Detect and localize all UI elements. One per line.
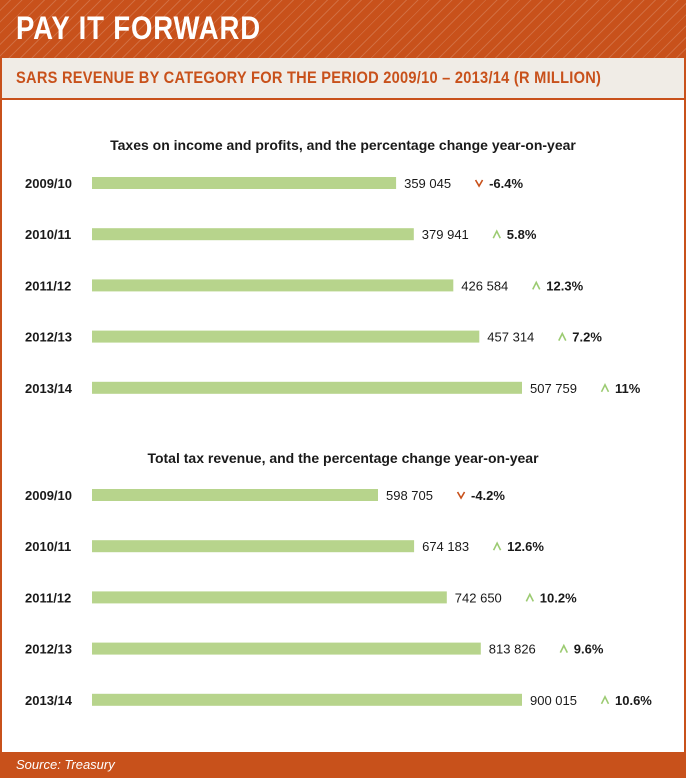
data-label: 900 015 xyxy=(530,693,577,708)
bar xyxy=(92,591,447,604)
percent-change: 5.8% xyxy=(507,227,537,242)
data-label: 742 650 xyxy=(455,590,502,605)
category-label: 2009/10 xyxy=(25,176,72,191)
percent-change: 7.2% xyxy=(572,330,602,345)
category-label: 2012/13 xyxy=(25,330,72,345)
bar xyxy=(92,489,378,501)
page-title: PAY IT FORWARD xyxy=(16,10,261,46)
bar xyxy=(92,381,522,394)
arrow-up-icon xyxy=(525,592,535,602)
data-label: 598 705 xyxy=(386,488,433,503)
chart-area: Taxes on income and profits, and the per… xyxy=(0,100,686,752)
chart-1: Taxes on income and profits, and the per… xyxy=(25,137,641,396)
arrow-up-icon xyxy=(600,383,610,393)
arrow-down-icon xyxy=(474,179,484,188)
bar xyxy=(92,330,480,343)
category-label: 2011/12 xyxy=(25,590,71,605)
arrow-up-icon xyxy=(492,541,502,551)
bar xyxy=(92,177,397,189)
subheader-banner: SARS REVENUE BY CATEGORY FOR THE PERIOD … xyxy=(2,58,684,100)
source-note: Source: Treasury xyxy=(16,757,115,772)
data-label: 379 941 xyxy=(422,227,469,242)
percent-change: 10.2% xyxy=(540,590,577,605)
category-label: 2009/10 xyxy=(25,488,72,503)
percent-change: 11% xyxy=(615,381,641,396)
arrow-down-icon xyxy=(456,491,466,500)
header-banner: PAY IT FORWARD xyxy=(0,0,686,58)
percent-change: 12.6% xyxy=(507,539,544,554)
arrow-up-icon xyxy=(559,643,569,653)
arrow-up-icon xyxy=(532,280,541,290)
bar xyxy=(92,279,454,292)
bar-charts: Taxes on income and profits, and the per… xyxy=(25,137,652,708)
data-label: 457 314 xyxy=(487,330,534,345)
data-label: 359 045 xyxy=(404,176,451,191)
arrow-up-icon xyxy=(600,695,610,705)
percent-change: 12.3% xyxy=(546,278,583,293)
chart-title: Taxes on income and profits, and the per… xyxy=(110,137,576,153)
chart-section-title: SARS REVENUE BY CATEGORY FOR THE PERIOD … xyxy=(16,68,602,87)
percent-change: -4.2% xyxy=(471,488,505,503)
chart-title: Total tax revenue, and the percentage ch… xyxy=(147,450,539,466)
arrow-up-icon xyxy=(492,229,501,239)
category-label: 2010/11 xyxy=(25,539,71,554)
category-label: 2013/14 xyxy=(25,381,73,396)
category-label: 2012/13 xyxy=(25,642,72,657)
data-label: 426 584 xyxy=(461,278,508,293)
footer-banner: Source: Treasury xyxy=(0,752,686,778)
bar xyxy=(92,642,481,655)
chart-2: Total tax revenue, and the percentage ch… xyxy=(25,450,652,708)
category-label: 2011/12 xyxy=(25,278,71,293)
bar xyxy=(92,693,522,706)
percent-change: 10.6% xyxy=(615,693,652,708)
category-label: 2013/14 xyxy=(25,693,73,708)
percent-change: 9.6% xyxy=(574,642,604,657)
percent-change: -6.4% xyxy=(489,176,523,191)
bar xyxy=(92,540,415,553)
data-label: 507 759 xyxy=(530,381,577,396)
bar xyxy=(92,228,414,241)
data-label: 813 826 xyxy=(489,642,536,657)
data-label: 674 183 xyxy=(422,539,469,554)
category-label: 2010/11 xyxy=(25,227,71,242)
arrow-up-icon xyxy=(558,331,567,341)
